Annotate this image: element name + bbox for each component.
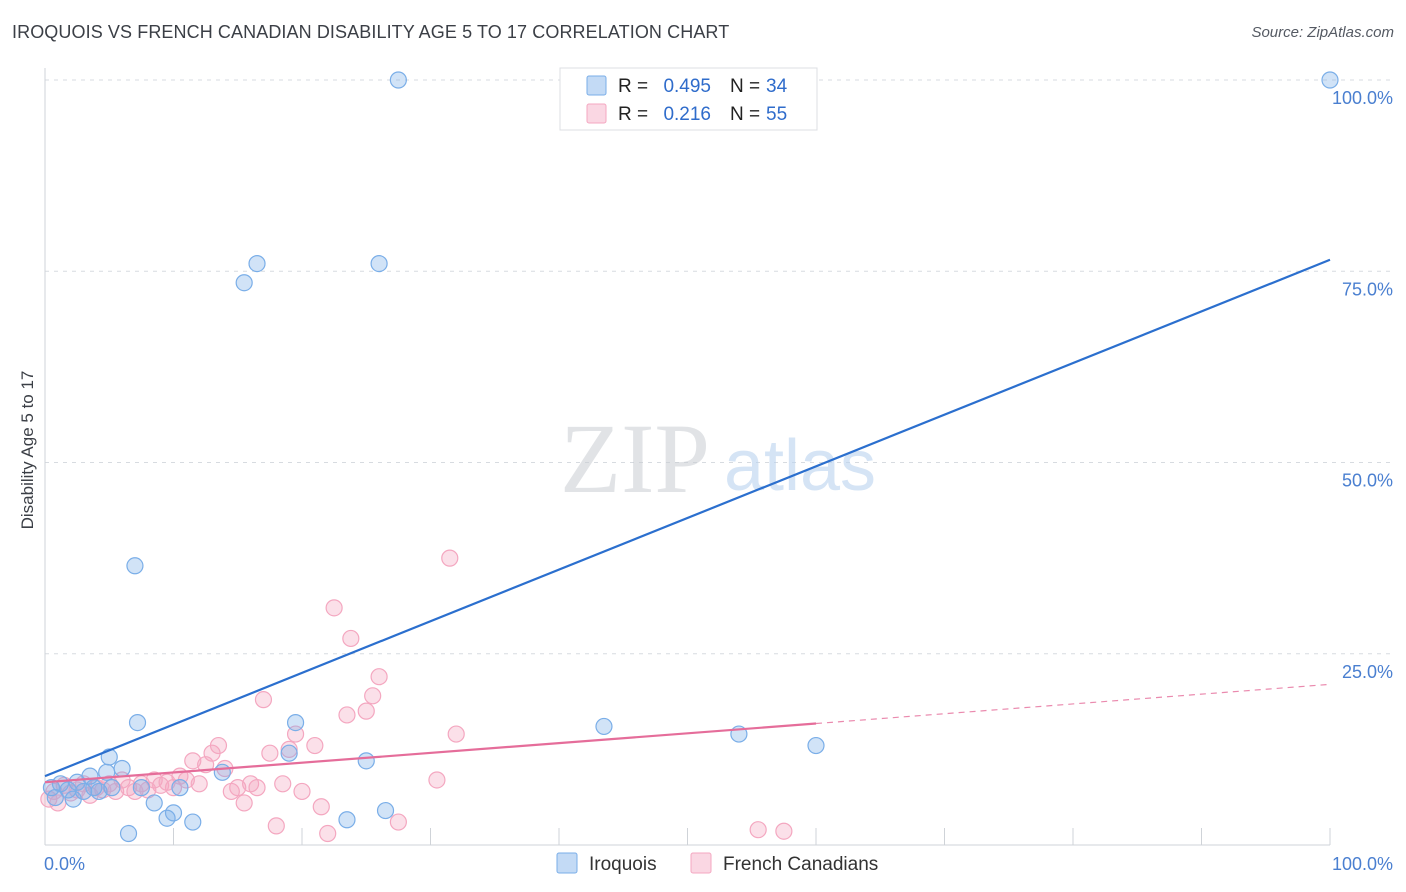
trend-line-french-canadians — [44, 722, 817, 784]
data-points — [40, 71, 1339, 843]
y-tick-label-1: 50.0% — [1342, 471, 1393, 491]
tick-labels: 25.0% 50.0% 75.0% 100.0% 0.0% 100.0% — [44, 88, 1393, 874]
trend-lines — [44, 258, 1331, 784]
stats-r-label-1: R = — [618, 104, 648, 125]
point-iroquois-32 — [389, 71, 407, 89]
stats-n-value-1: 55 — [766, 104, 787, 125]
y-tick-label-0: 25.0% — [1342, 662, 1393, 682]
source-credit: Source: ZipAtlas.com — [1251, 24, 1394, 41]
point-french-canadians-23 — [184, 752, 202, 770]
y-axis-label: Disability Age 5 to 17 — [18, 370, 37, 530]
point-french-canadians-43 — [319, 824, 337, 843]
point-iroquois-29 — [357, 752, 375, 770]
trend-line-french-canadians-extension — [815, 683, 1331, 725]
point-french-canadians-37 — [274, 775, 292, 793]
point-french-canadians-51 — [428, 771, 446, 789]
point-iroquois-20 — [164, 804, 183, 822]
point-iroquois-18 — [145, 794, 163, 812]
legend-swatch-1 — [690, 852, 712, 874]
point-french-canadians-36 — [267, 817, 285, 835]
stats-n-label-1: N = — [730, 104, 760, 125]
x-tick-label-0: 0.0% — [44, 854, 85, 874]
series-legend: Iroquois French Canadians — [556, 852, 878, 875]
point-iroquois-28 — [338, 811, 356, 829]
point-iroquois-26 — [280, 744, 298, 762]
point-iroquois-31 — [376, 801, 395, 820]
x-tick-label-1: 100.0% — [1332, 854, 1393, 874]
point-french-canadians-41 — [306, 736, 324, 755]
stats-n-value-0: 34 — [766, 76, 788, 97]
point-iroquois-33 — [595, 717, 613, 736]
point-french-canadians-40 — [293, 782, 311, 801]
legend-label-1: French Canadians — [723, 854, 878, 875]
stats-r-value-0: 0.495 — [663, 76, 711, 97]
point-french-canadians-50 — [389, 813, 407, 831]
legend-swatch-0 — [556, 852, 578, 874]
point-french-canadians-45 — [338, 706, 356, 724]
stats-legend: R = 0.495 N = 34 R = 0.216 N = 55 — [559, 67, 818, 131]
point-iroquois-35 — [807, 736, 825, 755]
point-iroquois-23 — [213, 763, 231, 781]
y-tick-label-2: 75.0% — [1342, 279, 1393, 299]
point-iroquois-25 — [248, 255, 266, 273]
point-french-canadians-38 — [280, 740, 298, 758]
point-french-canadians-53 — [447, 725, 465, 743]
point-iroquois-24 — [235, 274, 253, 292]
watermark-zip: ZIP — [560, 403, 710, 514]
point-french-canadians-48 — [364, 687, 382, 705]
point-iroquois-16 — [126, 557, 144, 575]
point-iroquois-30 — [370, 255, 388, 273]
point-french-canadians-52 — [441, 549, 459, 567]
point-french-canadians-24 — [190, 775, 208, 793]
axes — [44, 68, 1331, 846]
point-iroquois-9 — [90, 782, 108, 801]
point-iroquois-36 — [1321, 71, 1339, 89]
stats-n-label-0: N = — [730, 76, 760, 97]
chart-title: IROQUOIS VS FRENCH CANADIAN DISABILITY A… — [12, 22, 730, 42]
stats-legend-box — [559, 67, 818, 131]
point-french-canadians-49 — [370, 668, 388, 686]
point-iroquois-0 — [42, 779, 61, 797]
stats-swatch-1 — [586, 103, 607, 124]
point-iroquois-21 — [171, 779, 189, 797]
stats-r-label-0: R = — [618, 76, 648, 97]
point-french-canadians-42 — [312, 798, 330, 816]
point-french-canadians-46 — [342, 629, 360, 648]
point-french-canadians-27 — [209, 736, 228, 755]
watermark: ZIP atlas — [560, 403, 876, 514]
point-french-canadians-55 — [775, 822, 793, 840]
stats-swatch-0 — [586, 75, 607, 96]
point-french-canadians-47 — [357, 702, 375, 720]
trend-line-iroquois — [44, 258, 1331, 778]
point-iroquois-17 — [128, 713, 147, 732]
point-iroquois-13 — [113, 759, 131, 778]
point-iroquois-15 — [132, 779, 150, 797]
point-iroquois-27 — [286, 713, 305, 732]
grid-lines — [45, 79, 1395, 655]
point-iroquois-11 — [103, 779, 121, 797]
point-french-canadians-30 — [229, 779, 247, 797]
point-french-canadians-44 — [325, 599, 343, 617]
point-french-canadians-54 — [749, 821, 767, 839]
point-french-canadians-33 — [248, 779, 266, 797]
point-iroquois-14 — [119, 824, 138, 843]
point-french-canadians-34 — [254, 691, 273, 709]
point-french-canadians-35 — [261, 744, 279, 762]
point-iroquois-22 — [184, 813, 202, 831]
point-french-canadians-31 — [235, 794, 253, 812]
y-tick-label-3: 100.0% — [1332, 88, 1393, 108]
legend-label-0: Iroquois — [589, 854, 657, 875]
stats-r-value-1: 0.216 — [663, 104, 711, 125]
